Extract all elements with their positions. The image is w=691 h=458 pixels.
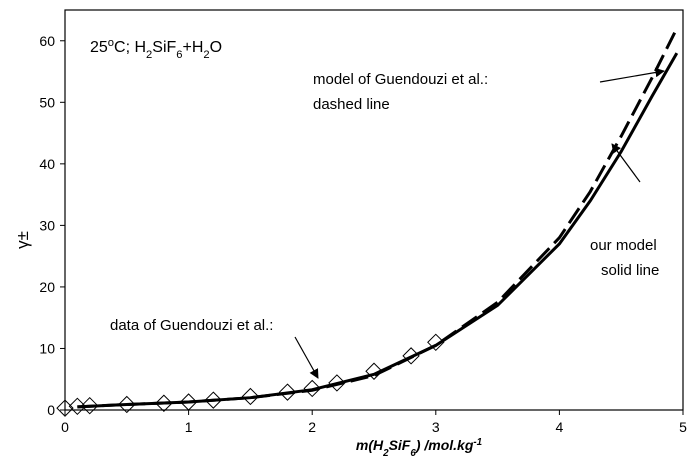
x-tick-label: 3 xyxy=(432,419,440,435)
arrow xyxy=(294,336,319,379)
data-point xyxy=(179,393,198,411)
arrow xyxy=(611,143,641,183)
data-point xyxy=(427,333,445,352)
y-tick-label: 40 xyxy=(39,156,55,172)
chart-title-part: 2 xyxy=(146,49,152,61)
chart-title-part: +H xyxy=(183,39,204,56)
data-point xyxy=(241,387,260,406)
data-point xyxy=(278,383,297,401)
annotation: data of Guendouzi et al.: xyxy=(110,317,273,334)
data-point xyxy=(155,394,173,412)
chart-title-part: o xyxy=(108,37,114,49)
data-point xyxy=(204,391,223,409)
y-axis-label: γ± xyxy=(13,231,32,249)
x-tick-label: 2 xyxy=(308,419,316,435)
x-axis-label: m(H2SiF6) /mol.kg-1 xyxy=(356,437,482,458)
chart-title-part: SiF xyxy=(152,39,176,56)
annotation: dashed line xyxy=(313,96,390,113)
y-tick-label: 30 xyxy=(39,217,55,233)
annotation: our model xyxy=(590,237,657,254)
data-point xyxy=(81,396,99,415)
x-axis-label-part: ) /mol.kg xyxy=(414,437,474,453)
plot-frame xyxy=(64,9,684,411)
x-tick-label: 5 xyxy=(679,419,687,435)
x-axis-label-part: 2 xyxy=(382,448,389,458)
annotation: model of Guendouzi et al.: xyxy=(313,71,488,88)
chart-title-part: 2 xyxy=(203,49,209,61)
chart-title-part: C; H xyxy=(114,39,146,56)
y-tick-label: 10 xyxy=(39,340,55,356)
data-point xyxy=(118,395,136,414)
chart-title-part: 6 xyxy=(176,49,182,61)
data-point xyxy=(365,362,383,380)
x-tick-label: 4 xyxy=(556,419,564,435)
chart-title: 25oC; H2SiF6+H2O xyxy=(90,37,222,61)
model-line xyxy=(77,27,679,409)
data-point xyxy=(328,374,346,392)
x-axis-label-part: SiF xyxy=(389,437,411,453)
data-point xyxy=(68,397,87,416)
x-tick-label: 0 xyxy=(61,419,69,435)
x-axis-label-part: 6 xyxy=(410,448,416,458)
annotation: solid line xyxy=(601,262,659,279)
x-axis-label-part: -1 xyxy=(473,437,482,448)
chart-title-part: 25 xyxy=(90,39,108,56)
y-tick-label: 20 xyxy=(39,279,55,295)
x-axis-label-part: m(H xyxy=(356,437,384,453)
y-tick-label: 50 xyxy=(39,94,55,110)
x-tick-label: 1 xyxy=(185,419,193,435)
y-tick-label: 60 xyxy=(39,33,55,49)
arrow xyxy=(599,67,665,83)
y-tick-label: 0 xyxy=(47,402,55,418)
data-point xyxy=(303,379,321,398)
chart-title-part: O xyxy=(210,39,222,56)
